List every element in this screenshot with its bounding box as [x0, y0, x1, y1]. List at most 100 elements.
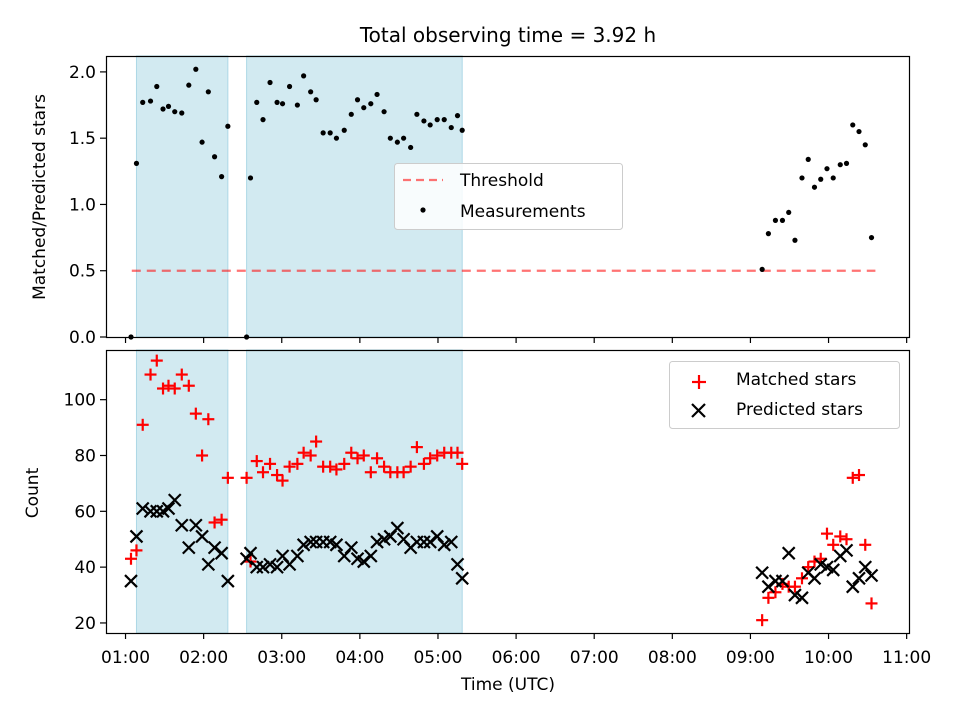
y-tick-label: 0.0 [69, 328, 96, 348]
measurement-point [279, 101, 286, 107]
count-axes-frame [105, 349, 911, 635]
matched-star-point [221, 471, 234, 484]
measurement-point [348, 111, 354, 117]
matched-star-point [827, 538, 840, 551]
count-plot-area [124, 354, 879, 627]
measurement-point [193, 66, 199, 72]
measurement-point [247, 175, 254, 181]
predicted-star-point [852, 571, 866, 586]
matched-star-point [304, 449, 317, 462]
measurement-point [205, 89, 211, 95]
matched-star-point [357, 449, 370, 462]
predicted-star-point [135, 501, 150, 516]
measurement-point [454, 113, 461, 119]
matched-star-point [202, 413, 215, 426]
measurement-point [818, 176, 824, 182]
measurement-point [211, 154, 218, 160]
predicted-star-point [781, 546, 796, 560]
matched-star-point [756, 614, 769, 627]
predicted-star-point [788, 588, 802, 602]
x-tick-label: 04:00 [335, 648, 384, 668]
predicted-star-point [450, 557, 465, 572]
matched-star-point [189, 407, 202, 420]
matched-star-point [788, 580, 801, 593]
matched-star-point [378, 460, 391, 473]
matched-star-point [345, 446, 358, 459]
matched-star-point [338, 457, 351, 470]
predicted-star-point [263, 557, 277, 572]
measurement-point [225, 123, 231, 129]
count-x-ticks: 01:00 02:00 03:00 04:00 05:00 06:00 07:00 08:00… [101, 633, 931, 668]
matched-star-point [310, 435, 323, 448]
y-tick-label: 60 [74, 502, 96, 522]
measurement-point [850, 122, 856, 128]
measurement-point [147, 98, 154, 104]
predicted-star-point [249, 560, 264, 574]
measurement-point [254, 99, 260, 105]
y-tick-label: 80 [74, 446, 96, 466]
measurement-point [434, 117, 440, 123]
ratio-plot-area [128, 66, 876, 340]
x-axis-label: Time (UTC) [460, 675, 555, 695]
matched-star-point [330, 463, 343, 476]
predicted-star-point [129, 529, 144, 544]
observing-interval-band [246, 349, 463, 634]
matched-star-point [324, 460, 337, 473]
matched-star-point [215, 513, 228, 526]
matched-star-point [182, 379, 195, 392]
predicted-star-point [296, 538, 311, 552]
predicted-star-point [124, 574, 138, 588]
measurement-point [381, 109, 387, 115]
measurement-point [765, 231, 771, 237]
observing-interval-band [135, 349, 229, 634]
measurement-point [133, 160, 140, 166]
measurement-point [799, 175, 805, 181]
predicted-legend-swatch [691, 403, 706, 418]
predicted-star-point [826, 563, 841, 577]
y-tick-label: 1.0 [69, 195, 96, 215]
ratio-y-ticks: 0.0 0.5 1.0 1.5 2.0 [69, 63, 106, 348]
y-tick-label: 40 [74, 558, 96, 578]
measurement-point [862, 142, 868, 148]
measurement-point [805, 156, 811, 162]
predicted-star-point [195, 529, 209, 544]
x-tick-label: 10:00 [804, 648, 853, 668]
predicted-star-point [807, 571, 822, 586]
ratio-panel: 0.00.51.01.52.0 Matched/Predicted stars … [30, 55, 911, 348]
measurement-point [421, 118, 427, 124]
matched-star-point [865, 597, 878, 610]
matched-star-point [840, 533, 853, 546]
measurement-point [843, 160, 850, 166]
x-tick-label: 01:00 [101, 648, 150, 668]
measurement-point [308, 89, 314, 95]
measurement-point [361, 105, 367, 111]
matched-star-point [834, 530, 847, 543]
measurement-point [414, 111, 420, 117]
predicted-star-point [143, 504, 158, 519]
predicted-star-point [303, 535, 318, 549]
measurement-point [779, 217, 786, 223]
measurement-point [837, 162, 843, 168]
x-tick-label: 09:00 [726, 648, 775, 668]
measurement-point [374, 91, 380, 98]
measurement-point [172, 109, 178, 115]
measurement-point [179, 110, 185, 116]
matched-star-point [175, 368, 188, 381]
measurement-point [868, 234, 875, 241]
matched-star-point [264, 457, 277, 470]
matched-star-point [351, 452, 364, 465]
y-tick-label: 20 [74, 614, 96, 634]
matched-star-point [144, 368, 157, 381]
matched-star-point [802, 561, 815, 574]
measurement-point [459, 127, 465, 133]
predicted-star-point [795, 591, 809, 605]
predicted-star-point [243, 546, 258, 560]
measurement-point [294, 102, 300, 108]
measurement-point [267, 79, 273, 86]
measurement-point [320, 130, 326, 136]
measurement-point [830, 175, 836, 181]
matched-star-point [820, 527, 833, 540]
matched-star-point [136, 418, 149, 431]
ratio-axes-frame [105, 55, 911, 339]
matched-star-point [397, 466, 410, 479]
